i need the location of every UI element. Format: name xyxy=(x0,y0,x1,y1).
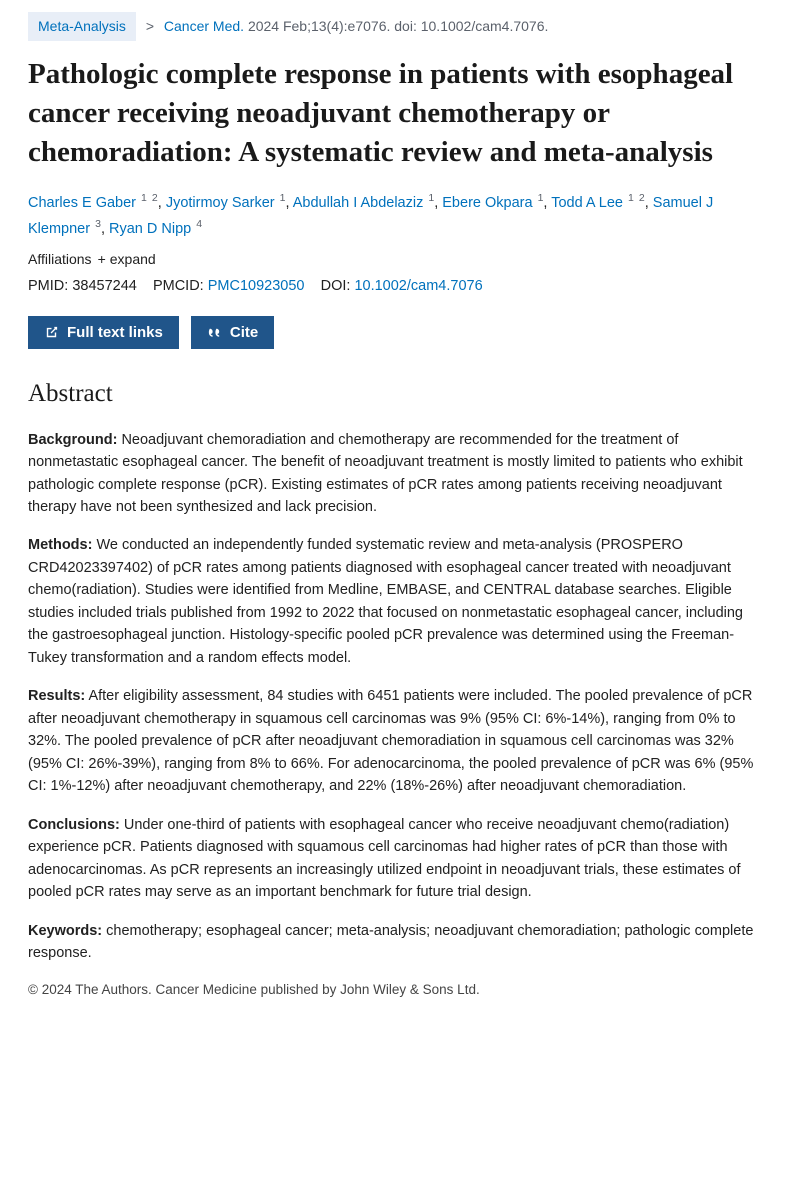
cite-label: Cite xyxy=(230,324,258,341)
identifiers-row: PMID: 38457244 PMCID: PMC10923050 DOI: 1… xyxy=(28,276,764,298)
author-link[interactable]: Todd A Lee xyxy=(551,195,623,211)
pmid-value: 38457244 xyxy=(72,278,137,294)
author-link[interactable]: Ryan D Nipp xyxy=(109,221,191,237)
author-separator: , xyxy=(645,195,653,211)
results-text: After eligibility assessment, 84 studies… xyxy=(28,688,753,794)
article-title: Pathologic complete response in patients… xyxy=(28,55,764,172)
affiliations-row: Affiliations + expand xyxy=(28,249,764,270)
author-separator: , xyxy=(285,195,292,211)
background-text: Neoadjuvant chemoradiation and chemother… xyxy=(28,432,743,515)
author-separator: , xyxy=(101,221,109,237)
full-text-links-button[interactable]: Full text links xyxy=(28,316,179,349)
journal-link[interactable]: Cancer Med. xyxy=(164,18,244,34)
expand-affiliations-button[interactable]: + expand xyxy=(98,249,156,270)
abstract-methods: Methods: We conducted an independently f… xyxy=(28,534,764,669)
doi-link[interactable]: 10.1002/cam4.7076 xyxy=(354,278,482,294)
abstract-keywords: Keywords: chemotherapy; esophageal cance… xyxy=(28,920,764,965)
pmcid-link[interactable]: PMC10923050 xyxy=(208,278,305,294)
author-link[interactable]: Charles E Gaber xyxy=(28,195,136,211)
authors-list: Charles E Gaber 1 2, Jyotirmoy Sarker 1,… xyxy=(28,190,764,241)
affiliation-ref[interactable]: 1 xyxy=(628,192,634,204)
doi-label: DOI: xyxy=(321,278,351,294)
citation-text: 2024 Feb;13(4):e7076. doi: 10.1002/cam4.… xyxy=(248,18,548,34)
abstract-conclusions: Conclusions: Under one-third of patients… xyxy=(28,814,764,904)
expand-text: expand xyxy=(110,249,156,270)
methods-label: Methods: xyxy=(28,537,92,553)
keywords-label: Keywords: xyxy=(28,923,102,939)
pmcid-label: PMCID: xyxy=(153,278,204,294)
pmid-label: PMID: xyxy=(28,278,68,294)
author-link[interactable]: Jyotirmoy Sarker xyxy=(166,195,275,211)
plus-icon: + xyxy=(98,249,106,270)
abstract-results: Results: After eligibility assessment, 8… xyxy=(28,685,764,797)
quote-icon xyxy=(207,325,222,340)
cite-button[interactable]: Cite xyxy=(191,316,274,349)
action-buttons: Full text links Cite xyxy=(28,316,764,349)
conclusions-text: Under one-third of patients with esophag… xyxy=(28,817,741,900)
author-link[interactable]: Ebere Okpara xyxy=(442,195,532,211)
author-link[interactable]: Abdullah I Abdelaziz xyxy=(293,195,424,211)
abstract-heading: Abstract xyxy=(28,375,764,413)
keywords-text: chemotherapy; esophageal cancer; meta-an… xyxy=(28,923,753,961)
full-text-label: Full text links xyxy=(67,324,163,341)
chevron-right-icon: > xyxy=(146,18,154,34)
conclusions-label: Conclusions: xyxy=(28,817,120,833)
affiliation-ref[interactable]: 1 xyxy=(141,192,147,204)
abstract-body: Background: Neoadjuvant chemoradiation a… xyxy=(28,429,764,965)
author-separator: , xyxy=(158,195,166,211)
publication-type-badge[interactable]: Meta-Analysis xyxy=(28,12,136,41)
copyright-text: © 2024 The Authors. Cancer Medicine publ… xyxy=(28,980,764,1000)
methods-text: We conducted an independently funded sys… xyxy=(28,537,743,665)
results-label: Results: xyxy=(28,688,85,704)
background-label: Background: xyxy=(28,432,117,448)
affiliation-ref[interactable]: 4 xyxy=(196,218,202,230)
external-link-icon xyxy=(44,325,59,340)
affiliations-label: Affiliations xyxy=(28,249,92,270)
citation-meta: Meta-Analysis > Cancer Med. 2024 Feb;13(… xyxy=(28,12,764,41)
abstract-background: Background: Neoadjuvant chemoradiation a… xyxy=(28,429,764,519)
